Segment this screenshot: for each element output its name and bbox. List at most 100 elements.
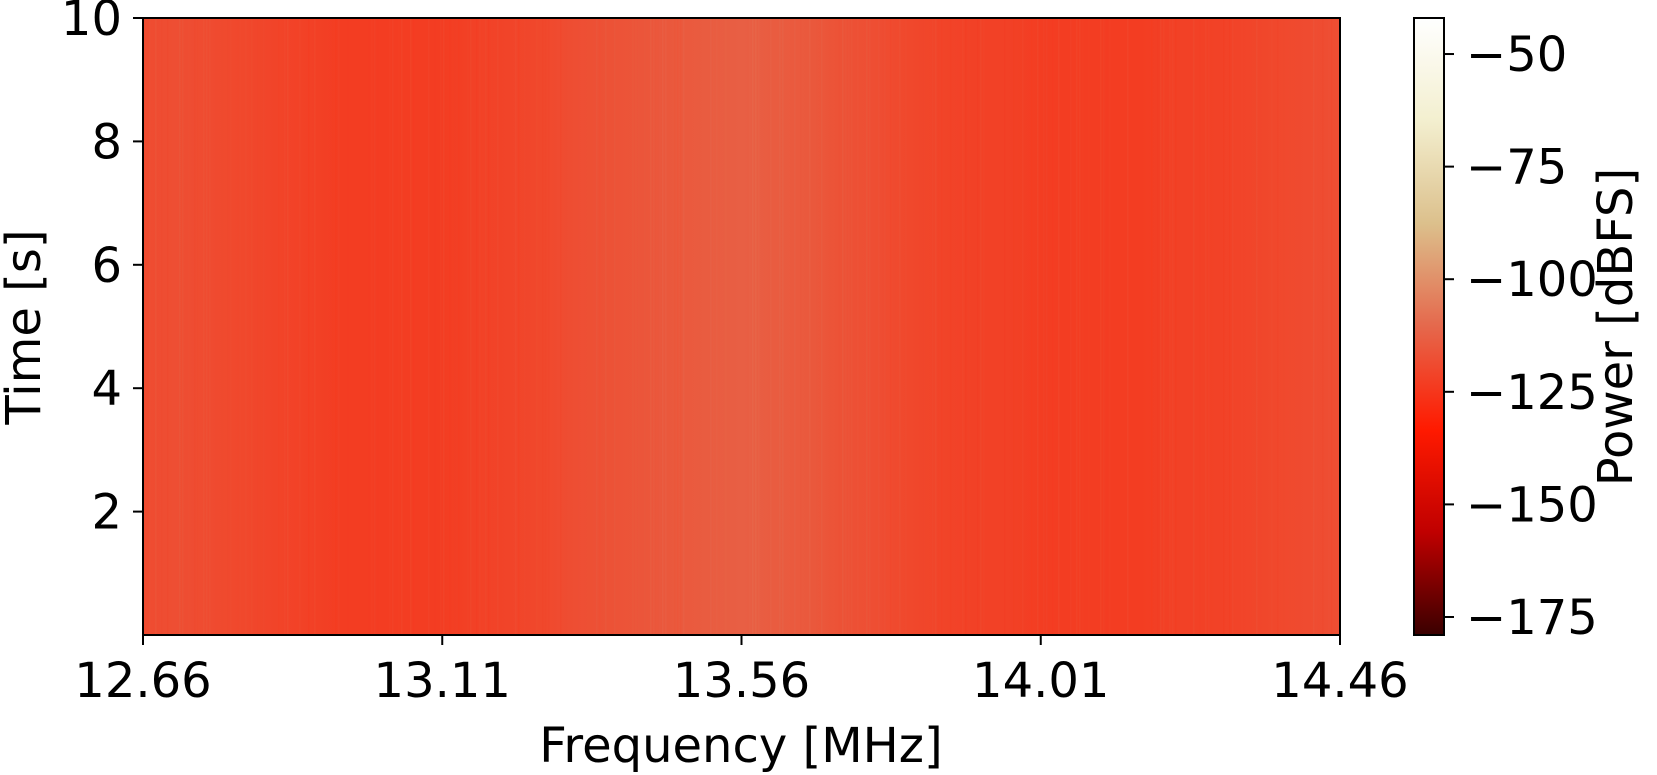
frequency-streak (656, 18, 658, 635)
frequency-streak (1235, 18, 1237, 635)
frequency-streak (905, 18, 907, 635)
frequency-streak (1151, 18, 1153, 635)
frequency-streak (635, 18, 637, 635)
frequency-streak (1058, 18, 1060, 635)
frequency-streak (1331, 18, 1333, 635)
frequency-streak (614, 18, 616, 635)
frequency-streak (206, 18, 208, 635)
frequency-streak (833, 18, 835, 635)
frequency-streak (977, 18, 979, 635)
colorbar (1413, 17, 1445, 636)
frequency-streak (875, 18, 877, 635)
frequency-streak (1271, 18, 1273, 635)
frequency-streak (680, 18, 682, 635)
frequency-streak (485, 18, 487, 635)
frequency-streak (338, 18, 340, 635)
frequency-streak (662, 18, 664, 635)
frequency-streak (1175, 18, 1177, 635)
frequency-streak (1205, 18, 1207, 635)
frequency-streak (923, 18, 925, 635)
frequency-streak (335, 18, 337, 635)
frequency-streak (257, 18, 259, 635)
frequency-streak (950, 18, 952, 635)
colorbar-tick-label: −50 (1466, 27, 1567, 83)
frequency-streak (650, 18, 652, 635)
frequency-streak (188, 18, 190, 635)
frequency-streak (809, 18, 811, 635)
frequency-streak (467, 18, 469, 635)
frequency-streak (1283, 18, 1285, 635)
frequency-streak (461, 18, 463, 635)
frequency-streak (557, 18, 559, 635)
frequency-streak (1022, 18, 1024, 635)
frequency-streak (182, 18, 184, 635)
frequency-streak (503, 18, 505, 635)
frequency-streak (227, 18, 229, 635)
frequency-streak (935, 18, 937, 635)
frequency-streak (962, 18, 964, 635)
frequency-streak (842, 18, 844, 635)
colorbar-ticks: −50 −75 −100 −125 −150 −175 (1444, 27, 1598, 646)
frequency-streak (866, 18, 868, 635)
frequency-streak (752, 18, 754, 635)
frequency-streak (938, 18, 940, 635)
frequency-streak (710, 18, 712, 635)
frequency-streak (890, 18, 892, 635)
frequency-streak (314, 18, 316, 635)
frequency-streak (1043, 18, 1045, 635)
colorbar-tick-label: −175 (1466, 590, 1598, 646)
frequency-streak (1046, 18, 1048, 635)
frequency-streak (1163, 18, 1165, 635)
frequency-streak (476, 18, 478, 635)
frequency-streak (203, 18, 205, 635)
frequency-streak (1232, 18, 1234, 635)
frequency-streak (1169, 18, 1171, 635)
frequency-streak (941, 18, 943, 635)
frequency-streak (599, 18, 601, 635)
x-tick-label: 13.11 (374, 653, 511, 709)
colorbar-tick-label: −75 (1466, 140, 1567, 196)
frequency-streak (1037, 18, 1039, 635)
frequency-streak (542, 18, 544, 635)
frequency-streak (1172, 18, 1174, 635)
frequency-streak (389, 18, 391, 635)
frequency-streak (800, 18, 802, 635)
frequency-streak (167, 18, 169, 635)
frequency-streak (683, 18, 685, 635)
frequency-streak (968, 18, 970, 635)
frequency-streak (749, 18, 751, 635)
frequency-streak (1076, 18, 1078, 635)
frequency-streak (848, 18, 850, 635)
frequency-streak (632, 18, 634, 635)
frequency-streak (374, 18, 376, 635)
frequency-streak (377, 18, 379, 635)
frequency-streak (434, 18, 436, 635)
frequency-streak (677, 18, 679, 635)
frequency-streak (1190, 18, 1192, 635)
frequency-streak (578, 18, 580, 635)
frequency-streak (518, 18, 520, 635)
frequency-streak (278, 18, 280, 635)
frequency-streak (857, 18, 859, 635)
frequency-streak (1031, 18, 1033, 635)
frequency-streak (779, 18, 781, 635)
frequency-streak (605, 18, 607, 635)
frequency-streak (1193, 18, 1195, 635)
frequency-streak (1070, 18, 1072, 635)
frequency-streak (401, 18, 403, 635)
frequency-streak (1208, 18, 1210, 635)
frequency-streak (1223, 18, 1225, 635)
frequency-streak (1127, 18, 1129, 635)
frequency-streak (1328, 18, 1330, 635)
colorbar-label: Power [dBFS] (1588, 168, 1644, 486)
frequency-streak (1052, 18, 1054, 635)
x-tick-label: 14.46 (1271, 653, 1408, 709)
frequency-streak (1316, 18, 1318, 635)
frequency-streak (713, 18, 715, 635)
frequency-streak (665, 18, 667, 635)
y-tick-label: 8 (91, 114, 122, 170)
frequency-streak (1106, 18, 1108, 635)
frequency-streak (1241, 18, 1243, 635)
frequency-streak (794, 18, 796, 635)
